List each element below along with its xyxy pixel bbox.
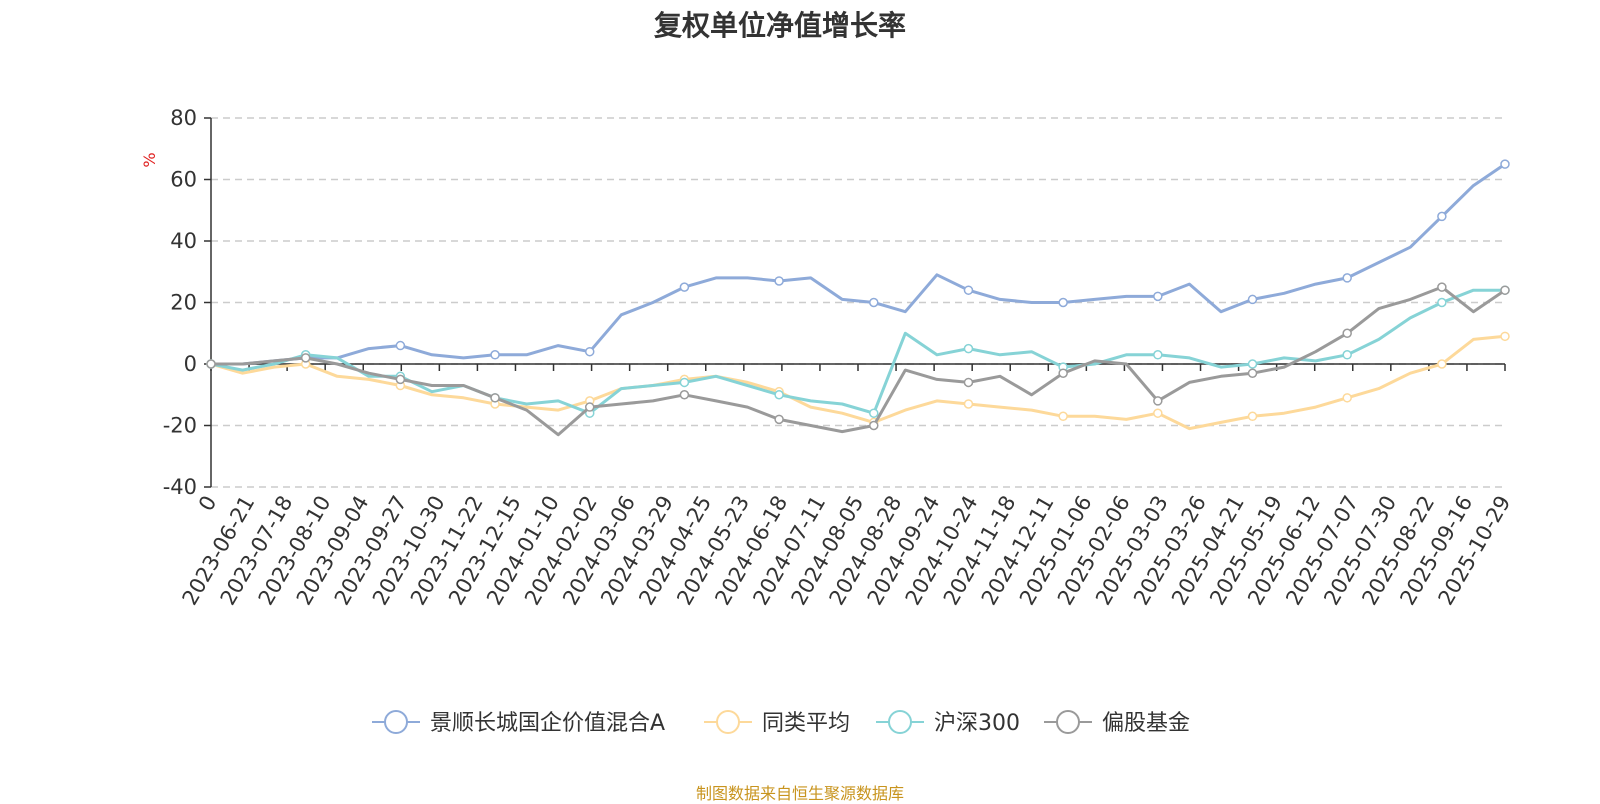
data-point: [1247, 368, 1258, 378]
grid-lines: [211, 117, 1505, 488]
data-point: [1342, 393, 1352, 403]
series-line-3: [211, 285, 1506, 437]
data-point: [1247, 359, 1258, 369]
legend-label: 偏股基金: [1102, 711, 1190, 736]
data-point: [584, 346, 595, 357]
data-point: [584, 402, 595, 412]
data-point: [1437, 282, 1447, 292]
source-note: 制图数据来自恒生聚源数据库: [695, 784, 904, 803]
data-point: [869, 297, 879, 308]
data-point: [1247, 294, 1258, 305]
data-point: [869, 408, 879, 418]
legend-label: 景顺长城国企价值混合A: [430, 711, 665, 736]
legend-swatch-marker: [1056, 710, 1080, 734]
data-point: [1437, 297, 1447, 308]
data-point: [490, 350, 500, 360]
legend-item-2[interactable]: 沪深300: [876, 710, 1020, 736]
series-line-0: [211, 162, 1506, 366]
legend-item-3[interactable]: 偏股基金: [1044, 710, 1190, 736]
y-tick-label: 40: [170, 229, 197, 253]
y-tick-label: -40: [163, 475, 197, 499]
data-point: [490, 393, 500, 403]
legend-swatch-marker: [716, 710, 740, 734]
series-layer: [206, 159, 1510, 437]
legend-swatch-marker: [384, 710, 408, 734]
data-point: [206, 359, 216, 369]
data-point: [1342, 350, 1352, 360]
series-line-2: [210, 288, 1505, 415]
data-point: [1342, 273, 1352, 283]
data-point: [774, 390, 784, 400]
legend-item-1[interactable]: 同类平均: [704, 710, 850, 736]
legend-label: 同类平均: [762, 711, 850, 736]
data-point: [300, 353, 311, 363]
legend-swatch-marker: [888, 710, 912, 734]
legend-label: 沪深300: [934, 711, 1020, 736]
data-point: [1058, 368, 1068, 378]
x-axis: 02023-06-212023-07-182023-08-102023-09-0…: [178, 363, 1515, 609]
y-tick-label: -20: [163, 414, 197, 438]
data-point: [679, 390, 690, 400]
data-point: [1342, 328, 1352, 338]
data-point: [1437, 359, 1447, 369]
data-point: [774, 414, 784, 425]
data-point: [1247, 411, 1258, 422]
y-axis: 80 60 40 20 0 -20 -40%: [140, 106, 212, 499]
data-point: [774, 276, 784, 286]
data-point: [963, 343, 974, 354]
data-point: [1153, 291, 1163, 302]
data-point: [963, 399, 974, 409]
y-tick-label: 60: [170, 168, 197, 192]
data-point: [963, 285, 974, 295]
data-point: [395, 374, 406, 385]
data-point: [679, 282, 690, 292]
data-point: [1500, 159, 1510, 169]
data-point: [1153, 408, 1163, 418]
data-point: [963, 377, 974, 388]
data-point: [1153, 350, 1163, 360]
data-point: [679, 377, 690, 388]
data-point: [1500, 285, 1510, 295]
y-axis-label: %: [140, 152, 159, 167]
y-tick-label: 80: [170, 106, 197, 130]
data-point: [869, 420, 879, 431]
legend-item-0[interactable]: 景顺长城国企价值混合A: [372, 710, 665, 736]
legend: 景顺长城国企价值混合A 同类平均 沪深300 偏股基金: [372, 710, 1190, 736]
x-tick-label: 0: [194, 492, 221, 516]
data-point: [1058, 297, 1068, 308]
data-point: [1058, 411, 1068, 422]
data-point: [1500, 331, 1510, 342]
y-tick-label: 0: [184, 352, 197, 376]
data-point: [395, 340, 406, 351]
chart-title: 复权单位净值增长率: [653, 9, 906, 42]
data-point: [1153, 396, 1163, 406]
series-line-1: [210, 334, 1506, 431]
data-point: [1437, 211, 1447, 222]
y-tick-label: 20: [170, 291, 197, 315]
